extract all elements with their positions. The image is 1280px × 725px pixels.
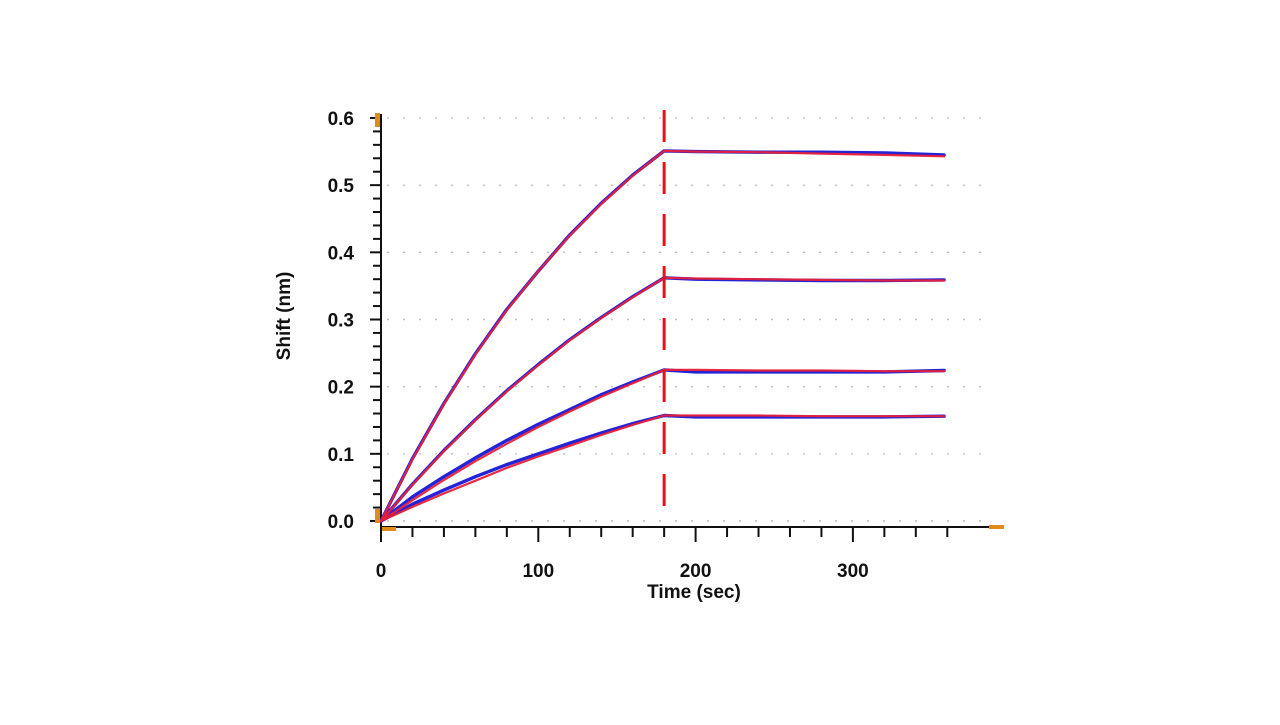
plot-series — [379, 149, 946, 523]
x-tick-label: 300 — [837, 561, 869, 582]
y-tick-label: 0.1 — [328, 445, 355, 466]
x-tick-label: 200 — [680, 561, 712, 582]
y-tick-label: 0.2 — [328, 378, 354, 399]
x-range-start-marker — [382, 527, 396, 531]
y-axis-title: Shift (nm) — [274, 272, 295, 361]
y-tick-label: 0.5 — [328, 176, 355, 197]
y-tick-label: 0.4 — [328, 243, 355, 264]
x-range-end-marker — [989, 525, 1004, 529]
fit-curve — [379, 368, 946, 523]
y-axis-ticks: 0.0 0.1 0.2 0.3 0.4 0.5 0.6 — [328, 109, 381, 533]
x-axis-ticks: 0 100 200 300 — [376, 527, 949, 582]
y-tick-label: 0.6 — [328, 109, 354, 130]
x-axis-title: Time (sec) — [647, 582, 741, 603]
x-tick-label: 0 — [376, 561, 387, 582]
axes: 0.0 0.1 0.2 0.3 0.4 0.5 0.6 0 100 200 300 — [328, 109, 990, 582]
x-tick-label: 100 — [522, 561, 554, 582]
fit-curve — [379, 149, 946, 523]
y-tick-label: 0.0 — [328, 512, 354, 533]
fit-curve — [379, 414, 946, 523]
measured-curve — [379, 368, 946, 523]
y-range-bottom-marker — [375, 509, 380, 523]
fit-curve — [379, 276, 946, 523]
y-tick-label: 0.3 — [328, 310, 354, 331]
y-range-top-marker — [375, 113, 380, 127]
range-markers — [375, 113, 1004, 531]
